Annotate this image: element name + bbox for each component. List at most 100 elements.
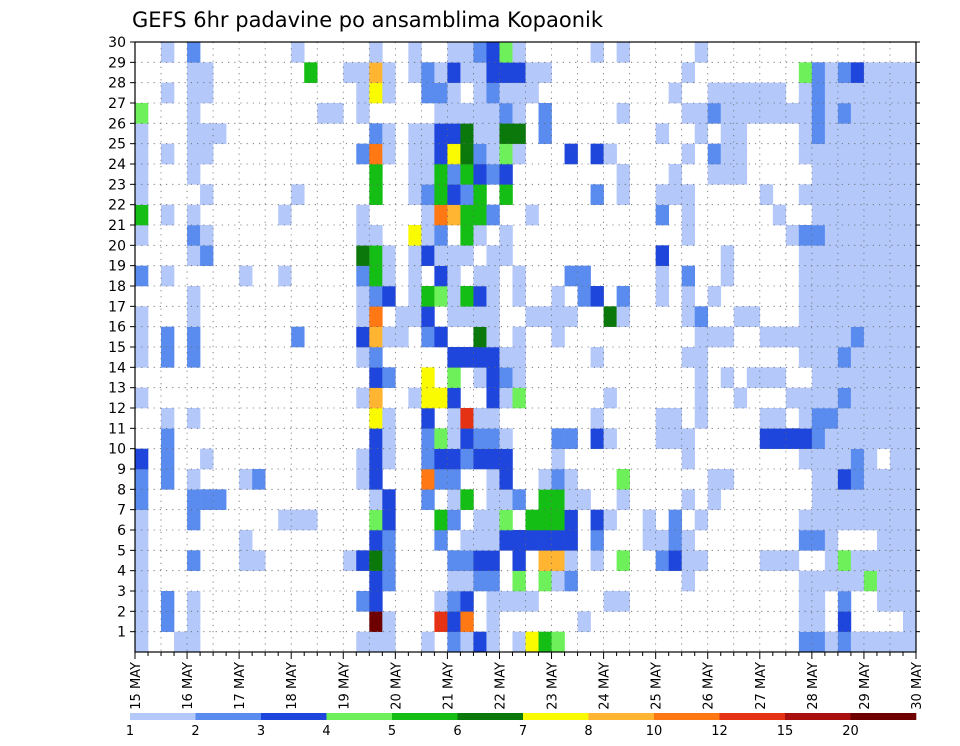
heatmap-cell [707, 103, 722, 124]
heatmap-cell [369, 326, 383, 348]
heatmap-cell [603, 591, 617, 612]
y-tick-label: 7 [117, 503, 126, 519]
heatmap-cell [369, 428, 383, 449]
heatmap-cell [720, 103, 735, 124]
color-legend: 1 2 3 4 5 6 7 8 10 12 15 20 [126, 713, 917, 739]
heatmap-cell [889, 265, 904, 287]
y-tick-label: 18 [108, 279, 126, 295]
x-tick-label: 23 MAY [546, 662, 561, 710]
heatmap-cell [668, 408, 682, 429]
heatmap-cell [291, 42, 305, 63]
heatmap-cell [720, 265, 735, 287]
heatmap-cell [681, 550, 696, 571]
heatmap-cell [447, 611, 461, 632]
heatmap-cell [499, 184, 513, 205]
y-tick-label: 20 [108, 238, 126, 254]
heatmap-cell [499, 347, 513, 368]
heatmap-cell [824, 225, 839, 246]
heatmap-cell [863, 387, 878, 409]
heatmap-cell [486, 62, 500, 83]
heatmap-cell [824, 408, 839, 429]
heatmap-cell [356, 326, 370, 348]
heatmap-cell [252, 550, 266, 571]
heatmap-cell [486, 347, 500, 368]
heatmap-cell [720, 245, 735, 266]
heatmap-cell [876, 326, 891, 348]
y-tick-label: 16 [108, 320, 126, 336]
heatmap-cell [473, 62, 487, 83]
heatmap-cells [135, 42, 917, 653]
heatmap-cell [434, 469, 448, 490]
heatmap-cell [408, 245, 422, 266]
heatmap-cell [304, 62, 318, 83]
heatmap-cell [798, 509, 813, 531]
heatmap-cell [837, 143, 852, 165]
heatmap-cell [447, 489, 461, 510]
heatmap-cell [837, 428, 852, 449]
heatmap-cell [681, 103, 696, 124]
heatmap-cell [694, 103, 709, 124]
heatmap-cell [421, 469, 435, 490]
y-tick-label: 8 [117, 482, 126, 498]
heatmap-cell [811, 591, 826, 612]
heatmap-cell [499, 509, 513, 531]
heatmap-cell [356, 225, 370, 246]
heatmap-cell [473, 82, 487, 104]
legend-swatch [719, 713, 786, 720]
heatmap-cell [603, 306, 617, 327]
heatmap-cell [811, 347, 826, 368]
heatmap-cell [460, 245, 474, 266]
heatmap-cell [421, 326, 435, 348]
heatmap-cell [447, 591, 461, 612]
heatmap-cell [200, 489, 214, 510]
heatmap-cell [382, 286, 396, 307]
heatmap-cell [876, 591, 891, 612]
heatmap-cell [369, 611, 383, 632]
heatmap-cell [408, 225, 422, 246]
heatmap-cell [694, 367, 709, 388]
heatmap-cell [863, 469, 878, 490]
heatmap-cell [408, 123, 422, 144]
heatmap-cell [382, 265, 396, 287]
heatmap-cell [876, 306, 891, 327]
heatmap-cell [772, 367, 787, 388]
heatmap-cell [798, 82, 813, 104]
heatmap-cell [499, 387, 513, 409]
heatmap-cell [798, 62, 813, 83]
heatmap-cell [330, 103, 344, 124]
heatmap-cell [902, 509, 917, 531]
heatmap-cell [369, 62, 383, 83]
heatmap-cell [694, 509, 709, 531]
heatmap-cell [161, 428, 175, 449]
heatmap-cell [655, 204, 669, 226]
heatmap-cell [603, 387, 617, 409]
heatmap-cell [447, 184, 461, 205]
heatmap-cell [369, 448, 383, 470]
heatmap-cell [187, 204, 201, 226]
heatmap-cell [460, 184, 474, 205]
heatmap-cell [837, 408, 852, 429]
heatmap-cell [733, 143, 748, 165]
heatmap-cell [538, 530, 552, 551]
heatmap-cell [837, 164, 852, 185]
y-tick-label: 2 [117, 604, 126, 620]
heatmap-cell [824, 570, 839, 592]
y-tick-label: 29 [108, 55, 126, 71]
heatmap-cell [863, 225, 878, 246]
heatmap-cell [746, 82, 761, 104]
heatmap-cell [707, 469, 722, 490]
heatmap-cell [798, 631, 813, 653]
heatmap-cell [187, 326, 201, 348]
heatmap-cell [902, 326, 917, 348]
heatmap-cell [473, 631, 487, 653]
heatmap-cell [694, 408, 709, 429]
heatmap-cell [408, 286, 422, 307]
heatmap-cell [200, 448, 214, 470]
heatmap-cell [356, 550, 370, 571]
heatmap-cell [434, 62, 448, 83]
heatmap-cell [850, 428, 865, 449]
heatmap-cell [824, 326, 839, 348]
heatmap-cell [850, 489, 865, 510]
heatmap-cell [460, 448, 474, 470]
heatmap-cell [863, 286, 878, 307]
